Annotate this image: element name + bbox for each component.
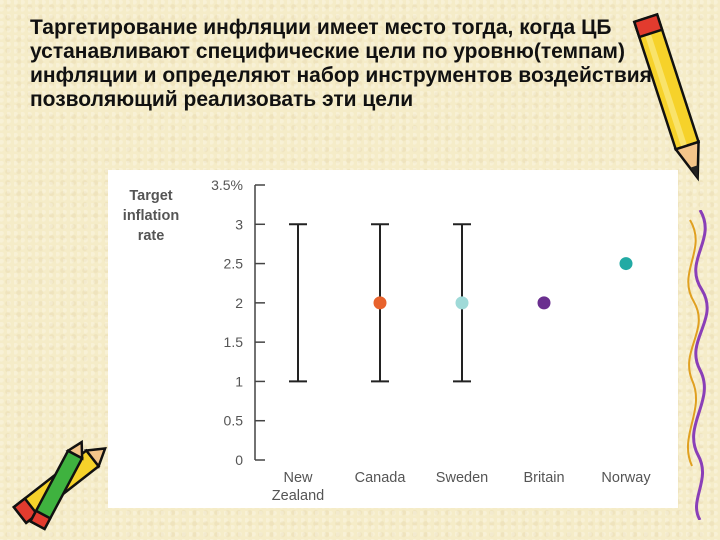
- target-point: [537, 296, 551, 310]
- slide-body-text: Таргетирование инфляции имеет место тогд…: [30, 16, 658, 111]
- y-axis-title-line: rate: [138, 228, 165, 244]
- x-category-label: Sweden: [436, 470, 488, 486]
- chart-canvas: 0 0.5 1 1.5 2 2.5 3 3.5% Target inflation rate New Z…: [123, 177, 652, 504]
- y-tick-label: 3.5%: [211, 177, 243, 193]
- y-axis-title-line: inflation: [123, 208, 179, 224]
- target-point: [455, 296, 469, 310]
- y-tick-label: 2: [235, 295, 243, 311]
- y-tick-label: 0: [235, 452, 243, 468]
- swirl-decoration-icon: [687, 210, 709, 520]
- inflation-target-chart: 0 0.5 1 1.5 2 2.5 3 3.5% Target inflation rate New Z…: [108, 170, 678, 508]
- pencil-icon: [632, 12, 701, 182]
- y-tick-label: 1.5: [224, 334, 244, 350]
- x-category-label: Zealand: [272, 488, 324, 504]
- pencils-icon: [12, 439, 107, 531]
- x-category-label: Norway: [601, 470, 651, 486]
- y-tick-label: 2.5: [224, 256, 244, 272]
- x-category-label: New: [283, 470, 313, 486]
- target-point: [619, 257, 633, 271]
- x-category-label: Canada: [355, 470, 407, 486]
- target-point: [373, 296, 387, 310]
- y-axis-title-line: Target: [129, 188, 172, 204]
- x-category-label: Britain: [523, 470, 564, 486]
- y-tick-label: 0.5: [224, 413, 244, 429]
- y-tick-label: 3: [235, 216, 243, 232]
- y-tick-label: 1: [235, 373, 243, 389]
